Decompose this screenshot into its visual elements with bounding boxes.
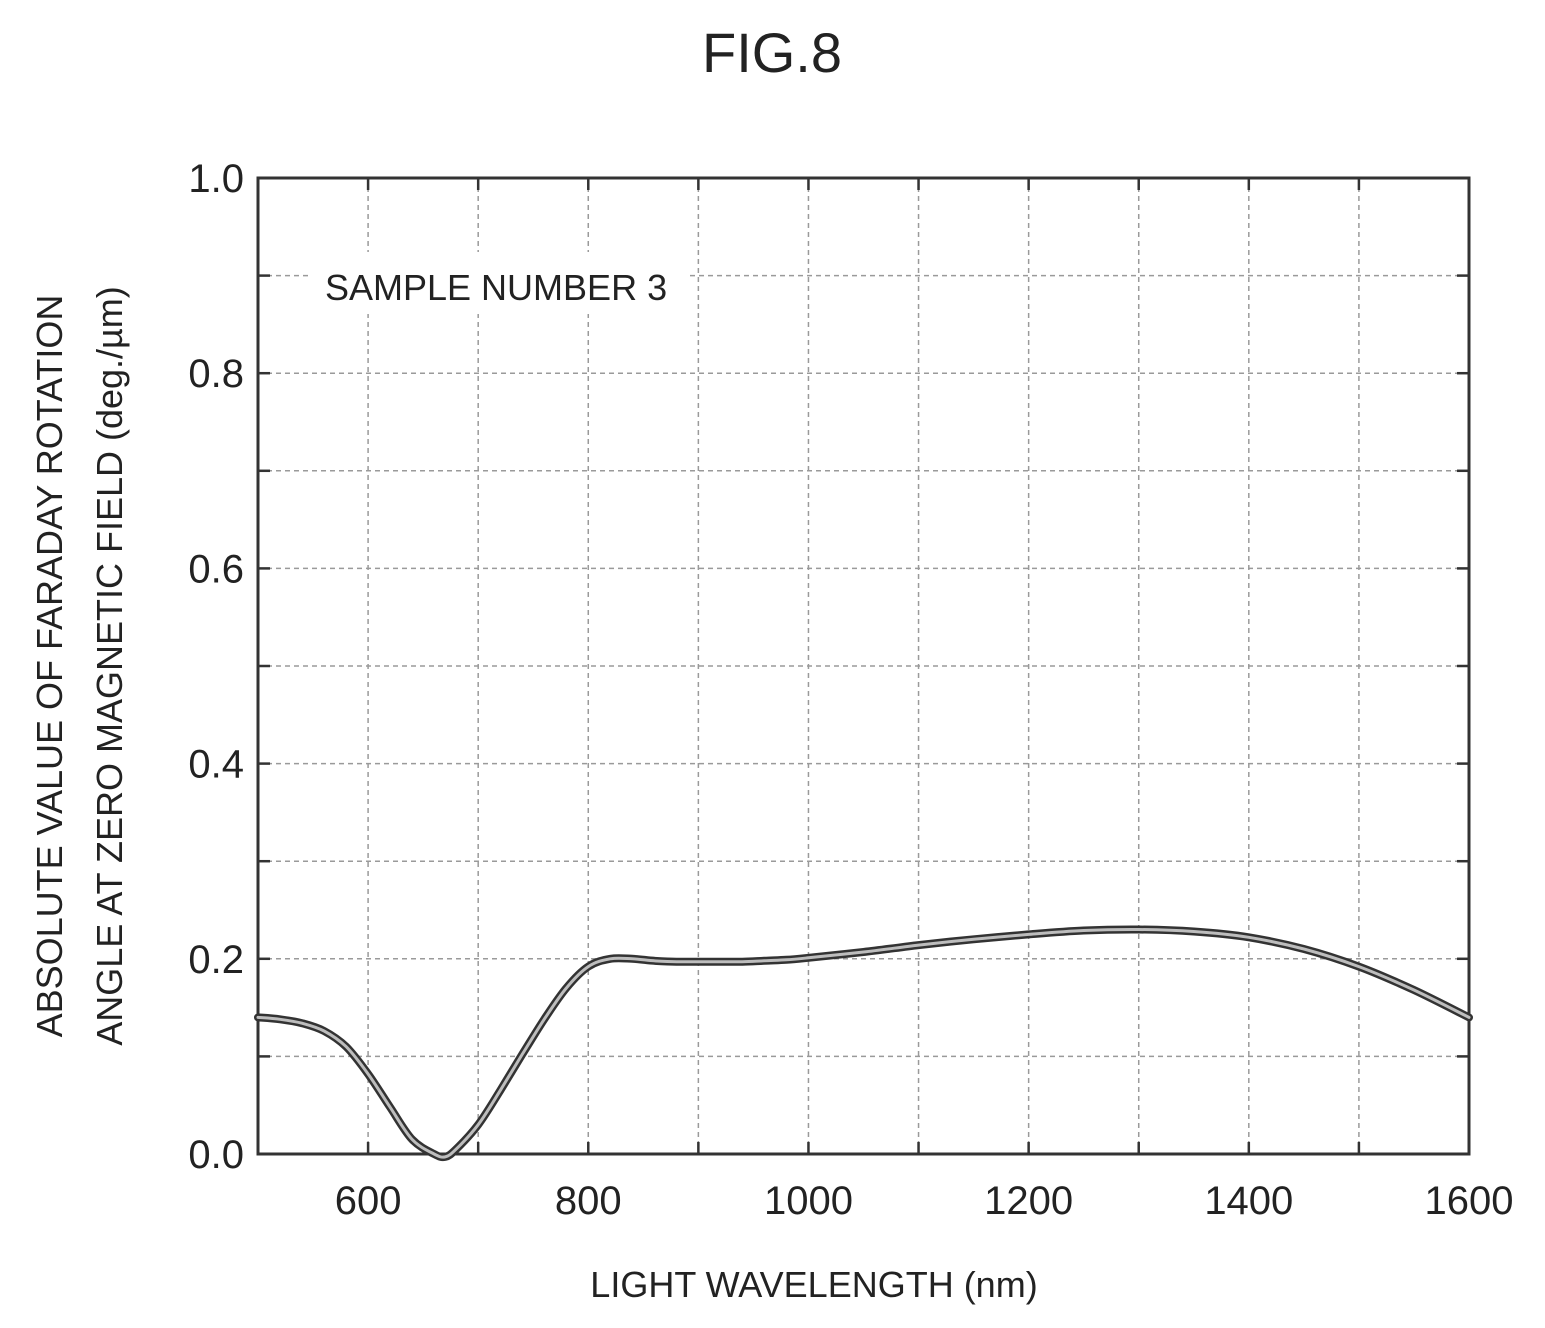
y-tick-label-0.4: 0.4 <box>188 743 244 787</box>
series-line-0 <box>254 925 1473 1162</box>
y-tick-label-0.2: 0.2 <box>188 938 244 982</box>
y-tick-label-0: 0.0 <box>188 1133 244 1177</box>
x-tick-label-1400: 1400 <box>1204 1179 1293 1223</box>
x-tick-label-600: 600 <box>335 1179 402 1223</box>
y-axis-label: ABSOLUTE VALUE OF FARADAY ROTATION ANGLE… <box>29 286 130 1046</box>
x-tick-label-800: 800 <box>555 1179 622 1223</box>
sample-annotation: SAMPLE NUMBER 3 <box>325 267 667 308</box>
axis-ticks <box>258 176 1471 1156</box>
series-group <box>254 925 1473 1162</box>
y-axis-label-line-1: ABSOLUTE VALUE OF FARADAY ROTATION <box>29 295 70 1038</box>
y-tick-label-0.8: 0.8 <box>188 352 244 396</box>
figure-title: FIG.8 <box>702 21 842 84</box>
y-tick-label-1: 1.0 <box>188 157 244 201</box>
x-tick-label-1600: 1600 <box>1425 1179 1514 1223</box>
y-tick-label-0.6: 0.6 <box>188 547 244 591</box>
grid-lines <box>258 178 1469 1154</box>
x-tick-label-1200: 1200 <box>984 1179 1073 1223</box>
annotation-background <box>310 252 690 314</box>
y-axis-label-line-2: ANGLE AT ZERO MAGNETIC FIELD (deg./µm) <box>89 286 130 1046</box>
x-axis-label: LIGHT WAVELENGTH (nm) <box>590 1264 1037 1305</box>
y-tick-labels: 0.0 0.2 0.4 0.6 0.8 1.0 <box>188 157 244 1177</box>
x-tick-labels: 600 800 1000 1200 1400 1600 <box>335 1179 1514 1223</box>
x-tick-label-1000: 1000 <box>764 1179 853 1223</box>
series-line-highlight-0 <box>256 927 1471 1159</box>
